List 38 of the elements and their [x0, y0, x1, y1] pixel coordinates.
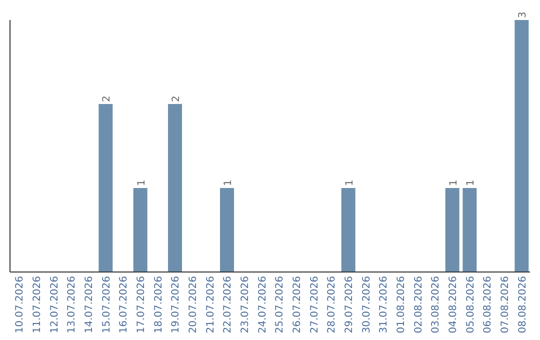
x-tick-label: 06.08.2026 [482, 276, 494, 334]
x-tick-label: 17.07.2026 [136, 276, 147, 334]
x-tick-label: 30.07.2026 [361, 276, 372, 334]
x-tick-label: 24.07.2026 [257, 276, 268, 334]
data-label: 1 [223, 180, 234, 186]
x-tick-label: 11.07.2026 [32, 276, 43, 334]
data-label: 1 [344, 180, 356, 186]
x-tick-label: 14.07.2026 [84, 276, 95, 334]
x-tick-label: 20.07.2026 [188, 276, 199, 334]
x-tick-label: 13.07.2026 [66, 276, 78, 334]
data-label: 2 [171, 96, 182, 102]
x-tick-label: 19.07.2026 [170, 276, 182, 334]
x-tick-label: 23.07.2026 [240, 276, 251, 334]
data-label: 1 [136, 180, 148, 186]
x-tick-label: 18.07.2026 [153, 276, 164, 334]
x-tick-label: 01.08.2026 [396, 276, 407, 334]
data-label: 1 [466, 180, 477, 186]
data-label: 3 [518, 12, 529, 18]
x-tick-label: 22.07.2026 [222, 276, 234, 334]
x-tick-label: 02.08.2026 [413, 276, 424, 334]
x-tick-label: 29.07.2026 [344, 276, 355, 334]
x-tick-label: 31.07.2026 [378, 276, 390, 334]
x-tick-label: 26.07.2026 [292, 276, 303, 334]
x-tick-label: 21.07.2026 [205, 276, 216, 334]
x-tick-label: 16.07.2026 [118, 276, 130, 334]
x-tick-label: 28.07.2026 [326, 276, 338, 334]
x-tick-label: 03.08.2026 [430, 276, 442, 334]
x-tick-label: 15.07.2026 [101, 276, 112, 334]
data-label: 1 [448, 180, 460, 186]
x-tick-label: 12.07.2026 [49, 276, 60, 334]
x-tick-label: 27.07.2026 [309, 276, 320, 334]
x-tick-label: 04.08.2026 [448, 276, 459, 334]
x-tick-label: 25.07.2026 [274, 276, 286, 334]
x-tick-label: 07.08.2026 [500, 276, 511, 334]
x-tick-label: 10.07.2026 [14, 276, 26, 334]
x-tick-label: 08.08.2026 [517, 276, 528, 334]
data-label: 2 [102, 96, 113, 102]
x-tick-label: 05.08.2026 [465, 276, 476, 334]
